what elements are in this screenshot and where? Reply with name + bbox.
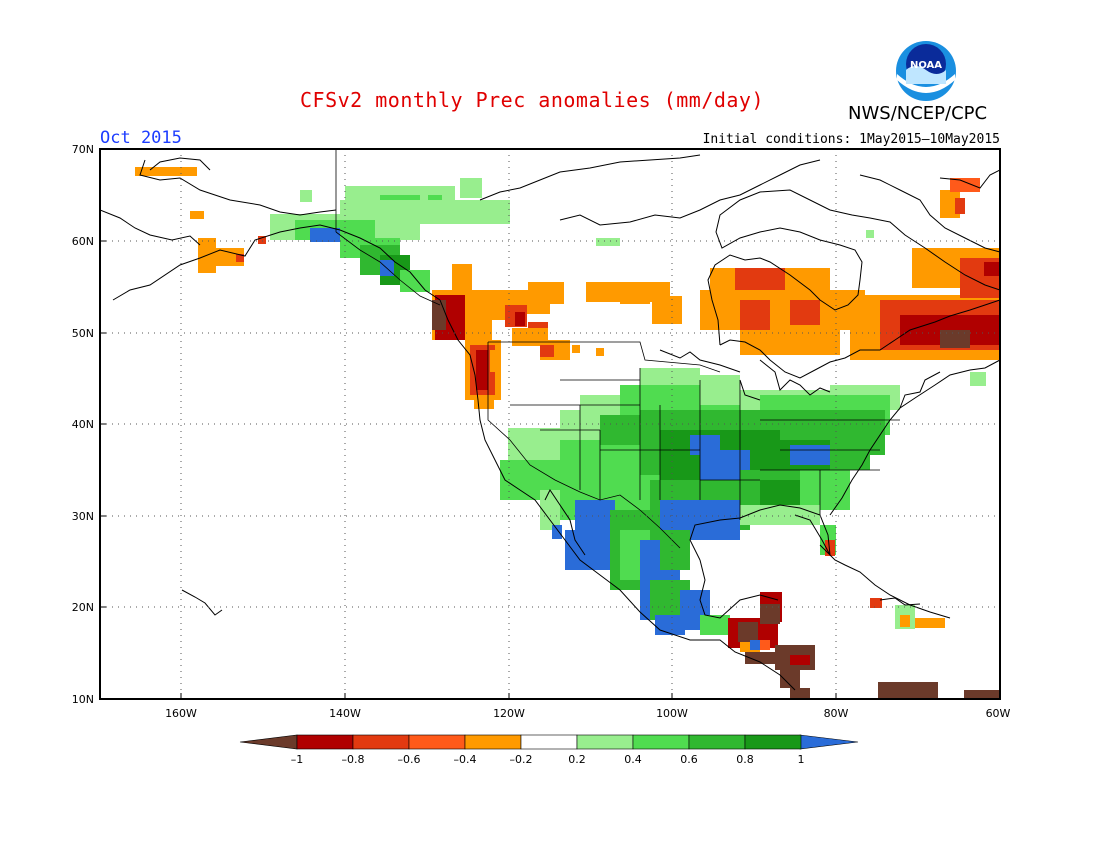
lat-label: 10N bbox=[72, 693, 94, 706]
chart-title: CFSv2 monthly Prec anomalies (mm/day) bbox=[300, 88, 765, 112]
colorbar-label: 0.4 bbox=[624, 753, 642, 766]
colorbar: –1 –0.8 –0.6 –0.4 –0.2 0.2 0.4 0.6 0.8 1 bbox=[239, 734, 859, 766]
lon-labels: 160W 140W 120W 100W 80W 60W bbox=[165, 707, 1010, 720]
colorbar-label: 0.6 bbox=[680, 753, 698, 766]
gridlines bbox=[100, 149, 1000, 699]
lat-label: 70N bbox=[72, 143, 94, 156]
lat-label: 20N bbox=[72, 601, 94, 614]
lat-label: 40N bbox=[72, 418, 94, 431]
colorbar-label: –0.8 bbox=[342, 753, 365, 766]
colorbar-cell bbox=[352, 734, 410, 750]
colorbar-cell bbox=[520, 734, 578, 750]
colorbar-label: 0.8 bbox=[736, 753, 754, 766]
coastlines bbox=[100, 154, 1000, 691]
colorbar-cell bbox=[632, 734, 690, 750]
lat-label: 50N bbox=[72, 327, 94, 340]
lat-labels: 70N 60N 50N 40N 30N 20N 10N bbox=[72, 143, 94, 706]
colorbar-cell bbox=[464, 734, 522, 750]
colorbar-cell bbox=[408, 734, 466, 750]
colorbar-label: 0.2 bbox=[568, 753, 586, 766]
lon-label: 100W bbox=[656, 707, 688, 720]
lon-label: 160W bbox=[165, 707, 197, 720]
lat-label: 60N bbox=[72, 235, 94, 248]
colorbar-label: 1 bbox=[798, 753, 805, 766]
forecast-period: Oct 2015 bbox=[100, 128, 182, 148]
colorbar-over-triangle bbox=[799, 734, 859, 750]
lon-label: 80W bbox=[824, 707, 849, 720]
colorbar-cell bbox=[296, 734, 354, 750]
svg-text:NOAA: NOAA bbox=[910, 60, 942, 71]
colorbar-label: –1 bbox=[291, 753, 304, 766]
colorbar-under-triangle bbox=[239, 734, 298, 750]
ticks bbox=[100, 148, 837, 699]
noaa-logo-icon: NOAA bbox=[896, 41, 956, 101]
colorbar-cell bbox=[688, 734, 746, 750]
lon-label: 120W bbox=[493, 707, 525, 720]
colorbar-cell bbox=[744, 734, 802, 750]
lat-label: 30N bbox=[72, 510, 94, 523]
agency-label: NWS/NCEP/CPC bbox=[848, 103, 988, 124]
colorbar-label: –0.2 bbox=[510, 753, 533, 766]
colorbar-label: –0.4 bbox=[454, 753, 477, 766]
initial-conditions: Initial conditions: 1May2015–10May2015 bbox=[702, 132, 1000, 147]
colorbar-cell bbox=[576, 734, 634, 750]
colorbar-label: –0.6 bbox=[398, 753, 421, 766]
lon-label: 60W bbox=[986, 707, 1011, 720]
lon-label: 140W bbox=[329, 707, 361, 720]
